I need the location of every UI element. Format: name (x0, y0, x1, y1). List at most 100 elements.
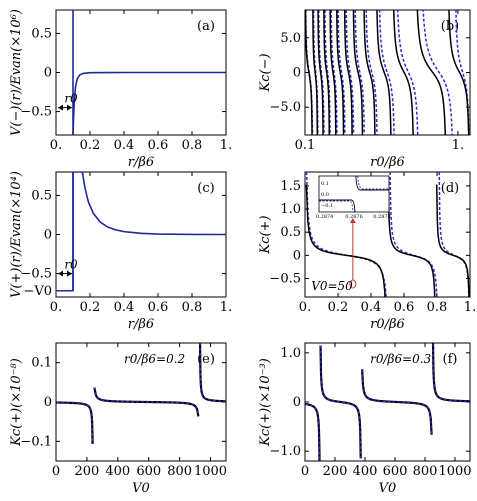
x-tick-label-d: 0.4 (361, 300, 382, 315)
chart-panel-d: 0. 0.2 0.4 0.6 0.8 1. −0.5 0 0.5 1.0 1.5 (d) r0/β6 Kc… (258, 171, 476, 332)
r0-arrow-head-a (67, 104, 72, 111)
series-dashed-f (319, 345, 362, 459)
series-solid-b (323, 10, 330, 135)
series-solid-d (435, 184, 470, 297)
y-axis-label-a: V(−)(r)/Evan(×10⁶) (9, 9, 24, 136)
y-tick-label-c: −0.5 (20, 267, 52, 282)
y-axis-label-f: Kc(+)(×10⁻³) (258, 358, 273, 447)
series-solid-b (336, 10, 345, 135)
y-tick-label-d: 1.0 (280, 202, 301, 217)
series-dashed-f (432, 343, 470, 402)
series-solid-f (361, 369, 433, 435)
y-axis-label-e: Kc(+)(×10⁻⁸) (9, 358, 24, 447)
series-solid-b (329, 10, 337, 135)
series-solid-b (352, 10, 364, 135)
pole-marker-arrow-head-d (349, 218, 356, 223)
x-axis-label-a: r/β6 (128, 155, 154, 170)
y-tick-label-f: −1.0 (269, 444, 301, 459)
y-tick-label-b: −5.0 (269, 100, 301, 115)
series-solid-b (363, 10, 376, 135)
series-dashed-b (422, 10, 453, 135)
panel-label-a: (a) (197, 19, 215, 34)
x-axis-label-e: V0 (132, 481, 150, 496)
series-solid-f (431, 343, 470, 403)
x-axis-label-b: r0/β6 (370, 155, 405, 170)
series-dashed-b (317, 10, 325, 135)
y-axis-label-c: V(+)(r)/Evan(×10⁴) (9, 171, 24, 298)
y-tick-label-f: 1.0 (280, 346, 301, 361)
x-tick-label-c: 0.4 (114, 300, 135, 315)
annotation-f: r0/β6=0.3 (370, 352, 431, 366)
r0-label-c: r0 (64, 258, 78, 272)
y-tick-label-c: 0.5 (31, 188, 52, 203)
series-dashed-e (56, 401, 94, 444)
series-dashed-b (345, 10, 355, 135)
series-solid-d (387, 184, 436, 297)
panel-label-c: (c) (197, 181, 214, 196)
y-tick-label-a: 0 (44, 66, 52, 81)
series-solid-b (343, 10, 353, 135)
x-tick-label-b: 0.1 (295, 138, 316, 153)
y-tick-label-e: 0 (44, 395, 52, 410)
x-tick-label-a: 1. (220, 138, 232, 153)
x-axis-label-f: V0 (379, 481, 397, 496)
series-solid-d (305, 184, 386, 297)
inset-y-tick-label: −0.1 (321, 203, 333, 209)
x-tick-label-c: 0. (50, 300, 62, 315)
chart-panel-e: 0 200 400 600 800 1000−0.100.1 (e)V0Kc(+)(×10⁻… (9, 342, 227, 496)
series-solid-b (392, 10, 414, 135)
inset-dashed-right (357, 175, 389, 190)
x-tick-label-f: 400 (353, 464, 378, 479)
v0-tick-label-c: −V0 (23, 284, 52, 299)
x-tick-label-c: 1. (220, 300, 232, 315)
inset-x-tick-label: 0.2876 (345, 214, 363, 220)
y-tick-label-a: −0.5 (20, 105, 52, 120)
y-tick-label-d: 1.5 (280, 179, 301, 194)
series-dashed-b (324, 10, 331, 135)
y-tick-label-a: 0.5 (31, 26, 52, 41)
x-tick-label-e: 1000 (194, 464, 227, 479)
series-solid-f (319, 345, 362, 459)
x-tick-label-d: 1. (464, 300, 476, 315)
x-tick-label-e: 800 (167, 464, 192, 479)
y-tick-label-d: −0.5 (269, 271, 301, 286)
series-dashed-b (330, 10, 338, 135)
x-tick-label-a: 0.4 (114, 138, 135, 153)
inset-x-tick-label: 0.2878 (373, 214, 391, 220)
annotation-e: r0/β6=0.2 (124, 352, 185, 366)
x-axis-label-d: r0/β6 (370, 317, 405, 332)
inset-solid-left (319, 199, 356, 213)
inset-d: 0.2874 0.2876 0.2878 0.1 0.0 −0.1 (316, 175, 391, 220)
x-tick-label-a: 0.6 (148, 138, 169, 153)
x-tick-label-f: 1000 (438, 464, 471, 479)
x-tick-label-d: 0.8 (427, 300, 448, 315)
series-solid-b (312, 10, 319, 135)
x-tick-label-e: 600 (136, 464, 161, 479)
panel-label-d: (d) (441, 181, 459, 196)
series-solid-b (416, 10, 447, 135)
series-dashed-f (305, 403, 321, 461)
panel-label-f: (f) (443, 352, 458, 367)
series-solid-b (448, 10, 470, 135)
chart-panel-f: 0 200 400 600 800 1000−1.001.0 (f)V0Kc(+)(×10⁻… (258, 342, 472, 496)
series-dashed-f (361, 369, 433, 435)
series-solid-b (376, 10, 392, 135)
y-tick-label-e: 0.1 (31, 356, 52, 371)
x-tick-label-b: 1. (452, 138, 464, 153)
plot-frame-d (304, 171, 471, 298)
r0-arrow-head-c (67, 270, 72, 277)
y-tick-label-b: 5.0 (280, 31, 301, 46)
x-tick-label-f: 200 (323, 464, 348, 479)
x-tick-label-c: 0.2 (80, 300, 101, 315)
series-dashed-e (199, 343, 226, 402)
chart-panel-c: 0. 0.2 0.4 0.6 0.8 1. −0.5 0 0.5 (c) r/β6 V(+)(r)/E… (9, 171, 232, 332)
x-tick-label-d: 0.6 (394, 300, 415, 315)
x-tick-label-e: 200 (74, 464, 99, 479)
series-dashed-b (378, 10, 395, 135)
series-dashed-b (365, 10, 378, 135)
r0-label-a: r0 (64, 92, 78, 106)
series-solid-b (305, 10, 313, 135)
